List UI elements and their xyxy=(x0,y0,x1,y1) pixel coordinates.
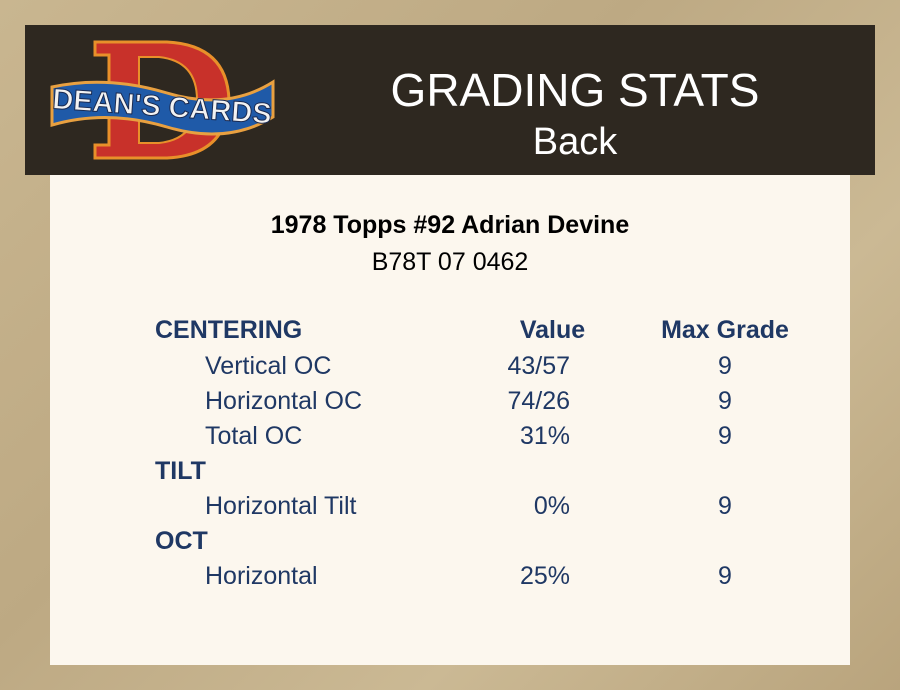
section-header-centering: CENTERING Value Max Grade xyxy=(50,315,850,345)
header-bar: DEAN'S CARDS GRADING STATS Back xyxy=(25,25,875,175)
row-max-grade: 9 xyxy=(718,422,732,450)
table-row: Total OC 31% 9 xyxy=(50,421,850,451)
section-heading: CENTERING xyxy=(155,316,303,344)
section-heading: TILT xyxy=(155,457,206,485)
column-header-max-grade: Max Grade xyxy=(661,316,789,344)
row-value: 0% xyxy=(533,492,570,520)
table-row: Horizontal Tilt 0% 9 xyxy=(50,491,850,521)
grading-panel: 1978 Topps #92 Adrian Devine B78T 07 046… xyxy=(50,175,850,665)
table-row: Horizontal OC 74/26 9 xyxy=(50,386,850,416)
row-max-grade: 9 xyxy=(718,562,732,590)
row-max-grade: 9 xyxy=(718,492,732,520)
section-header-oct: OCT xyxy=(50,526,850,556)
row-label: Total OC xyxy=(205,422,303,450)
row-max-grade: 9 xyxy=(718,352,732,380)
row-value: 31% xyxy=(519,422,570,450)
section-heading: OCT xyxy=(155,527,208,555)
section-header-tilt: TILT xyxy=(50,456,850,486)
row-label: Horizontal OC xyxy=(205,387,362,415)
column-header-value: Value xyxy=(519,316,586,344)
table-row: Horizontal 25% 9 xyxy=(50,561,850,591)
row-value: 25% xyxy=(519,562,570,590)
row-value: 43/57 xyxy=(507,352,570,380)
page-title: GRADING STATS xyxy=(390,64,760,116)
card-title: 1978 Topps #92 Adrian Devine xyxy=(270,211,630,239)
page-subtitle: Back xyxy=(532,121,618,163)
card-serial: B78T 07 0462 xyxy=(371,248,529,276)
table-row: Vertical OC 43/57 9 xyxy=(50,351,850,381)
row-value: 74/26 xyxy=(507,387,570,415)
row-max-grade: 9 xyxy=(718,387,732,415)
deans-cards-logo: DEAN'S CARDS xyxy=(50,40,275,160)
row-label: Vertical OC xyxy=(205,352,332,380)
row-label: Horizontal xyxy=(205,562,318,590)
row-label: Horizontal Tilt xyxy=(205,492,357,520)
